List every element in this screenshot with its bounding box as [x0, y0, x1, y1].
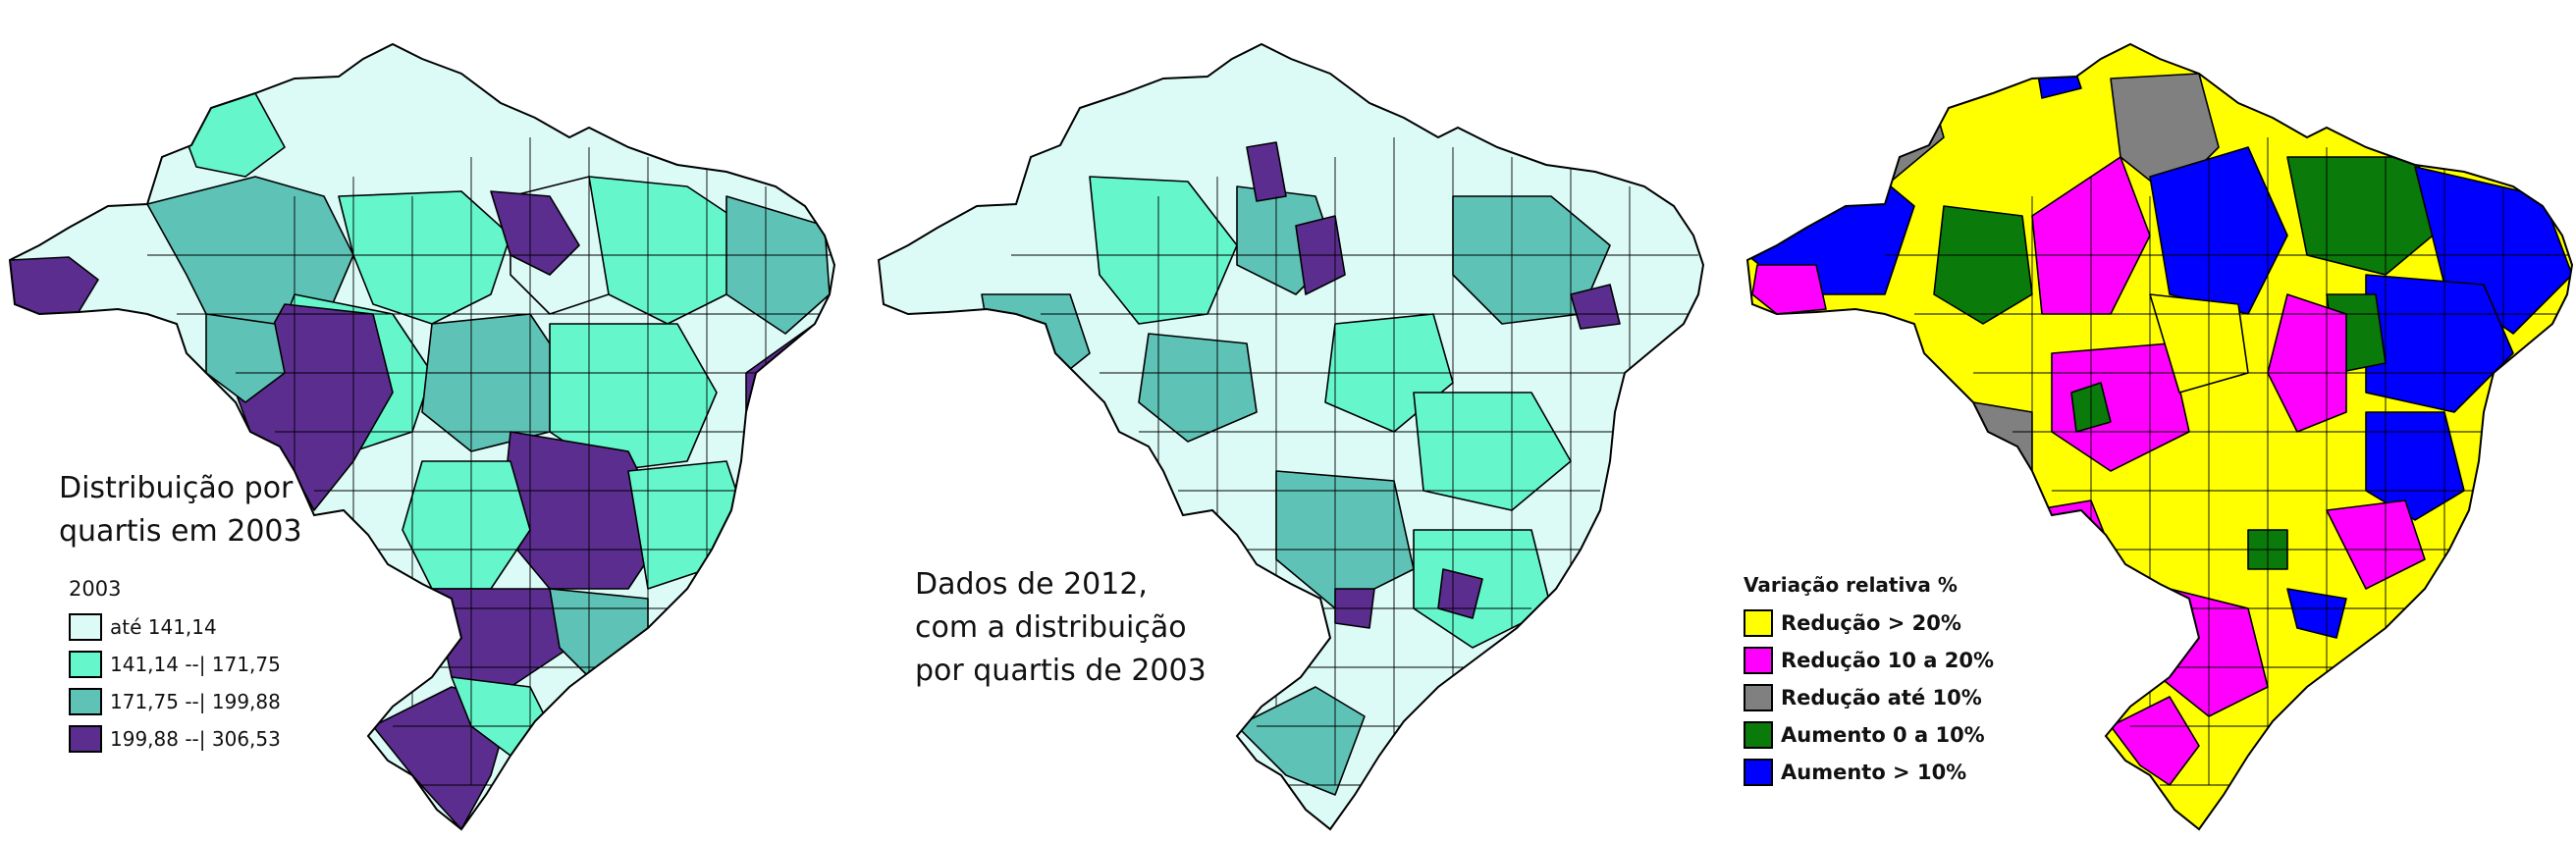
legend-label: até 141,14	[110, 615, 217, 639]
caption-line: Dados de 2012,	[915, 567, 1148, 602]
legend-item: Aumento > 10%	[1744, 754, 1994, 791]
legend-label: 141,14 --| 171,75	[110, 653, 281, 676]
legend-item: Redução > 20%	[1744, 604, 1994, 642]
caption-line: quartis em 2003	[59, 514, 302, 549]
region-q3-rondonia	[205, 313, 286, 403]
region-q3-mato-grosso	[1138, 333, 1258, 443]
caption-line: por quartis de 2003	[915, 654, 1207, 688]
legend-swatch	[1744, 721, 1773, 749]
legend-swatch	[1744, 759, 1773, 786]
map-outline	[1745, 42, 2574, 831]
legend-title: 2003	[69, 577, 122, 601]
legend-2003: 2003 até 141,14 141,14 --| 171,75 171,75…	[69, 577, 281, 758]
region-q4-southeast	[1437, 568, 1483, 619]
legend-swatch	[69, 688, 102, 715]
legend-label: Aumento > 10%	[1781, 761, 1967, 784]
brazil-map-2003	[8, 42, 836, 831]
legend-item: Redução até 10%	[1744, 679, 1994, 716]
legend-item: 141,14 --| 171,75	[69, 646, 281, 683]
region-q3-rio-grande-sul	[1236, 686, 1366, 796]
legend-swatch	[69, 613, 102, 641]
map-outline	[877, 42, 1705, 831]
caption-2012: Dados de 2012, com a distribuição por qu…	[915, 563, 1207, 693]
legend-label: Redução 10 a 20%	[1781, 649, 1995, 672]
legend-title: Variação relativa %	[1744, 573, 1958, 597]
legend-item: Redução 10 a 20%	[1744, 642, 1994, 679]
region-q3-acre-rondonia	[981, 293, 1091, 394]
legend-swatch	[1744, 647, 1773, 674]
region-reducao-ate-10-rondonia	[1972, 401, 2033, 472]
region-q4-mato-grosso-sul	[1087, 478, 1140, 546]
region-reducao-10-20-acre	[1751, 264, 1827, 315]
caption-line: Distribuição por	[59, 471, 294, 505]
caption-2003: Distribuição por quartis em 2003	[59, 467, 302, 553]
legend-label: 199,88 --| 306,53	[110, 727, 281, 751]
brazil-map-2012	[877, 42, 1705, 831]
brazil-map-variation	[1745, 42, 2574, 831]
legend-variation: Variação relativa % Redução > 20% Reduçã…	[1744, 573, 1994, 791]
region-aumento-10-roraima	[2031, 44, 2082, 99]
legend-item: Aumento 0 a 10%	[1744, 716, 1994, 754]
caption-line: com a distribuição	[915, 610, 1187, 645]
legend-label: 171,75 --| 199,88	[110, 690, 281, 713]
legend-item: até 141,14	[69, 608, 281, 646]
legend-item: 171,75 --| 199,88	[69, 683, 281, 720]
legend-swatch	[1744, 609, 1773, 637]
region-q4-para-north	[1246, 141, 1287, 202]
map-outline	[8, 42, 836, 831]
legend-label: Redução até 10%	[1781, 686, 1982, 710]
region-q2-espirito-santo	[627, 460, 747, 590]
map-panel-2012: Dados de 2012, com a distribuição por qu…	[864, 0, 1728, 841]
legend-item: 199,88 --| 306,53	[69, 720, 281, 758]
legend-swatch	[69, 651, 102, 678]
region-reducao-10-20-minas	[2326, 499, 2426, 590]
region-reducao-10-20-rio-grande-sul	[2110, 696, 2200, 786]
region-aumento-0-10-amazonas	[1933, 205, 2033, 325]
region-q2-para	[338, 190, 511, 325]
map-panel-2003: Distribuição por quartis em 2003 2003 at…	[0, 0, 854, 841]
region-q4-para-south	[490, 190, 580, 276]
legend-swatch	[69, 725, 102, 753]
region-q4-northeast	[1570, 284, 1621, 330]
map-panel-variation: Variação relativa % Redução > 20% Reduçã…	[1738, 0, 2576, 841]
legend-swatch	[1744, 684, 1773, 711]
legend-label: Redução > 20%	[1781, 611, 1961, 635]
region-aumento-10-bahia	[2365, 411, 2465, 521]
legend-label: Aumento 0 a 10%	[1781, 723, 1985, 747]
